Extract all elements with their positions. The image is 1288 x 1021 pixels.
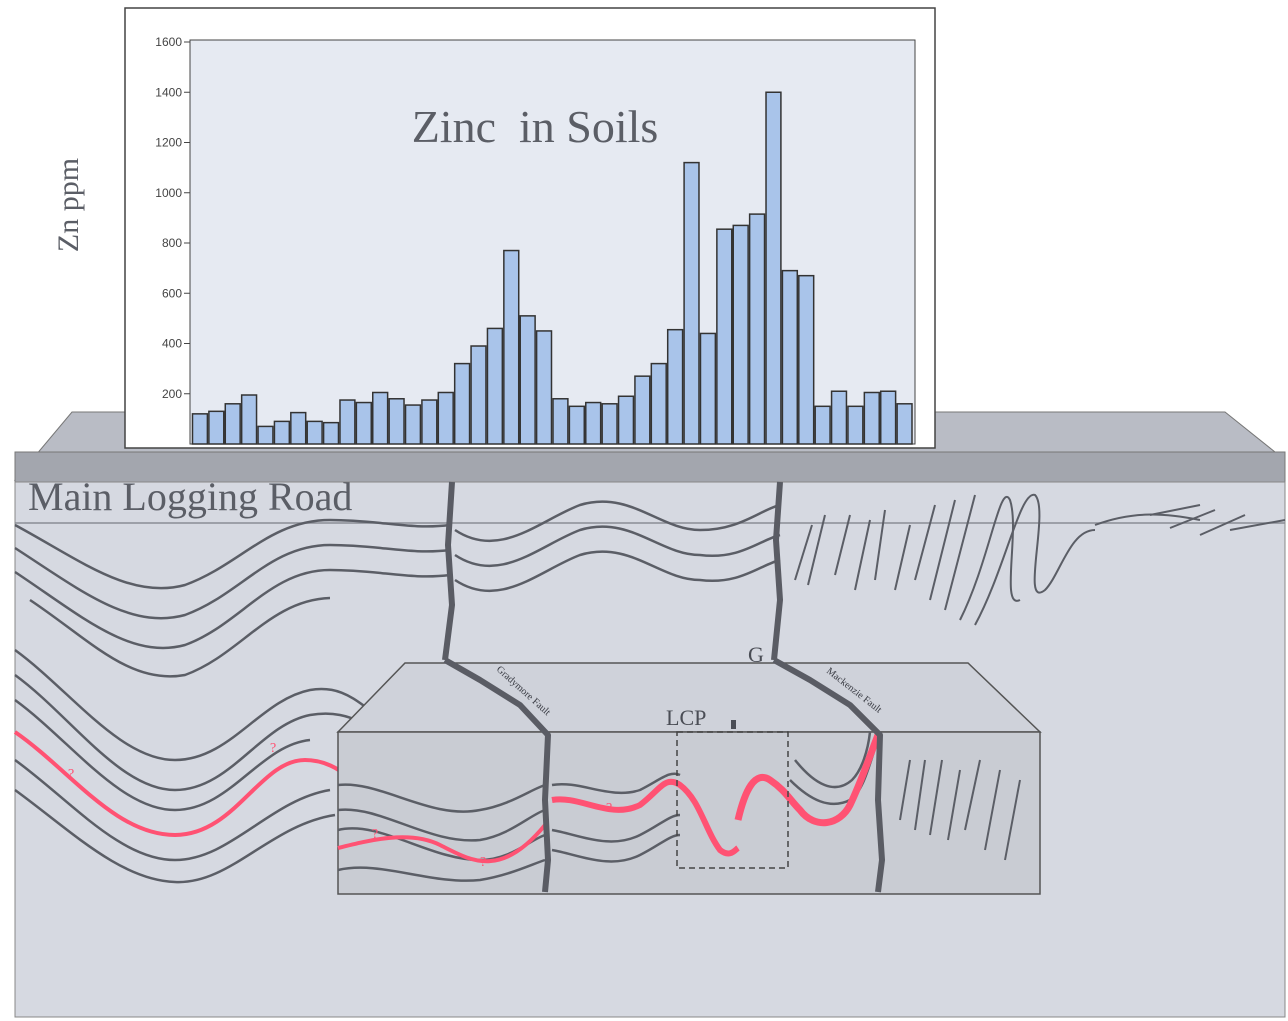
zinc-bar bbox=[486, 327, 504, 445]
question-mark-2: ? bbox=[270, 741, 276, 756]
zinc-bar bbox=[388, 398, 405, 445]
chart-title: Zinc in Soils bbox=[412, 101, 659, 152]
block-faults bbox=[443, 657, 885, 893]
y-tick-label: 600 bbox=[162, 286, 182, 300]
middle-layers bbox=[454, 500, 781, 593]
y-tick-label: 200 bbox=[162, 387, 182, 401]
zinc-bar bbox=[306, 420, 323, 445]
block-diagram: ? ? ? LCP Gr bbox=[336, 657, 1042, 895]
zinc-bar bbox=[240, 394, 258, 445]
y-axis-ticks: 200 400 600 800 1000 1200 1400 1600 bbox=[155, 35, 190, 401]
zinc-bar bbox=[765, 91, 782, 445]
y-tick-label: 1600 bbox=[155, 35, 182, 49]
lower-left-layers bbox=[14, 648, 371, 884]
y-tick-label: 800 bbox=[162, 236, 182, 250]
y-axis-label: Zn ppm bbox=[52, 158, 85, 252]
zinc-bar bbox=[863, 391, 880, 445]
zinc-bar bbox=[257, 425, 274, 445]
road-strip bbox=[14, 451, 1286, 483]
block-front-face bbox=[337, 731, 1041, 895]
right-steep-layers bbox=[794, 493, 1286, 626]
zinc-bar bbox=[732, 224, 749, 445]
zinc-bar bbox=[830, 390, 848, 445]
block-right-layers bbox=[899, 759, 1021, 861]
zinc-bar bbox=[339, 399, 356, 445]
zinc-bar bbox=[208, 410, 225, 445]
upper-faults bbox=[442, 481, 783, 661]
ore-horizon-block-left bbox=[337, 823, 547, 864]
upper-left-layers bbox=[14, 518, 451, 678]
question-mark-3: ? bbox=[372, 827, 378, 842]
zinc-bar bbox=[437, 391, 454, 445]
zinc-bar bbox=[191, 413, 209, 445]
road-label: Main Logging Road bbox=[28, 474, 352, 519]
zinc-bar bbox=[781, 269, 799, 445]
lcp-label: LCP bbox=[666, 705, 706, 730]
zinc-bar bbox=[634, 375, 651, 445]
zinc-chart: 200 400 600 800 1000 1200 1400 1600 Zinc in Soi… bbox=[52, 7, 936, 449]
zinc-bar bbox=[355, 401, 373, 445]
zinc-bar bbox=[290, 411, 307, 445]
zinc-bar bbox=[273, 420, 291, 445]
zinc-bar bbox=[552, 398, 569, 445]
bar-series bbox=[191, 91, 913, 445]
zinc-bar bbox=[224, 403, 241, 445]
zinc-bar bbox=[421, 399, 438, 445]
zinc-bar bbox=[879, 390, 897, 445]
zinc-bar bbox=[798, 274, 815, 445]
zinc-bar bbox=[470, 345, 487, 445]
y-tick-label: 400 bbox=[162, 337, 182, 351]
zinc-bar bbox=[666, 328, 684, 445]
ore-horizon-block-middle bbox=[551, 778, 740, 857]
zinc-bar bbox=[585, 401, 602, 445]
zinc-bar bbox=[847, 405, 864, 445]
zinc-bar bbox=[568, 405, 586, 445]
question-mark-1: ? bbox=[68, 767, 74, 782]
zinc-bar bbox=[716, 228, 733, 445]
question-mark-4: ? bbox=[480, 855, 486, 870]
y-tick-label: 1000 bbox=[155, 186, 182, 200]
zinc-bar bbox=[601, 403, 618, 445]
zinc-bar bbox=[322, 421, 340, 445]
lcp-pit-outline bbox=[676, 731, 789, 869]
zinc-bar bbox=[404, 404, 422, 445]
zinc-bar bbox=[503, 249, 520, 445]
ore-horizon-pit bbox=[734, 733, 882, 827]
zinc-bar bbox=[699, 332, 717, 445]
zinc-bar bbox=[617, 395, 635, 445]
y-tick-label: 1200 bbox=[155, 136, 182, 150]
y-tick-label: 1400 bbox=[155, 85, 182, 99]
zinc-bar bbox=[535, 330, 553, 445]
zinc-bar bbox=[896, 403, 913, 445]
zinc-bar bbox=[372, 391, 389, 445]
lcp-marker bbox=[731, 720, 736, 729]
zinc-bar bbox=[748, 213, 766, 445]
ore-horizon-left bbox=[13, 730, 347, 838]
zinc-bar bbox=[519, 315, 536, 445]
zinc-bar bbox=[683, 161, 700, 445]
zinc-bar bbox=[650, 362, 667, 445]
zinc-bar bbox=[453, 362, 471, 445]
g-marker: G bbox=[748, 642, 764, 667]
question-mark-5: ? bbox=[606, 801, 612, 816]
zinc-bar bbox=[814, 405, 831, 445]
